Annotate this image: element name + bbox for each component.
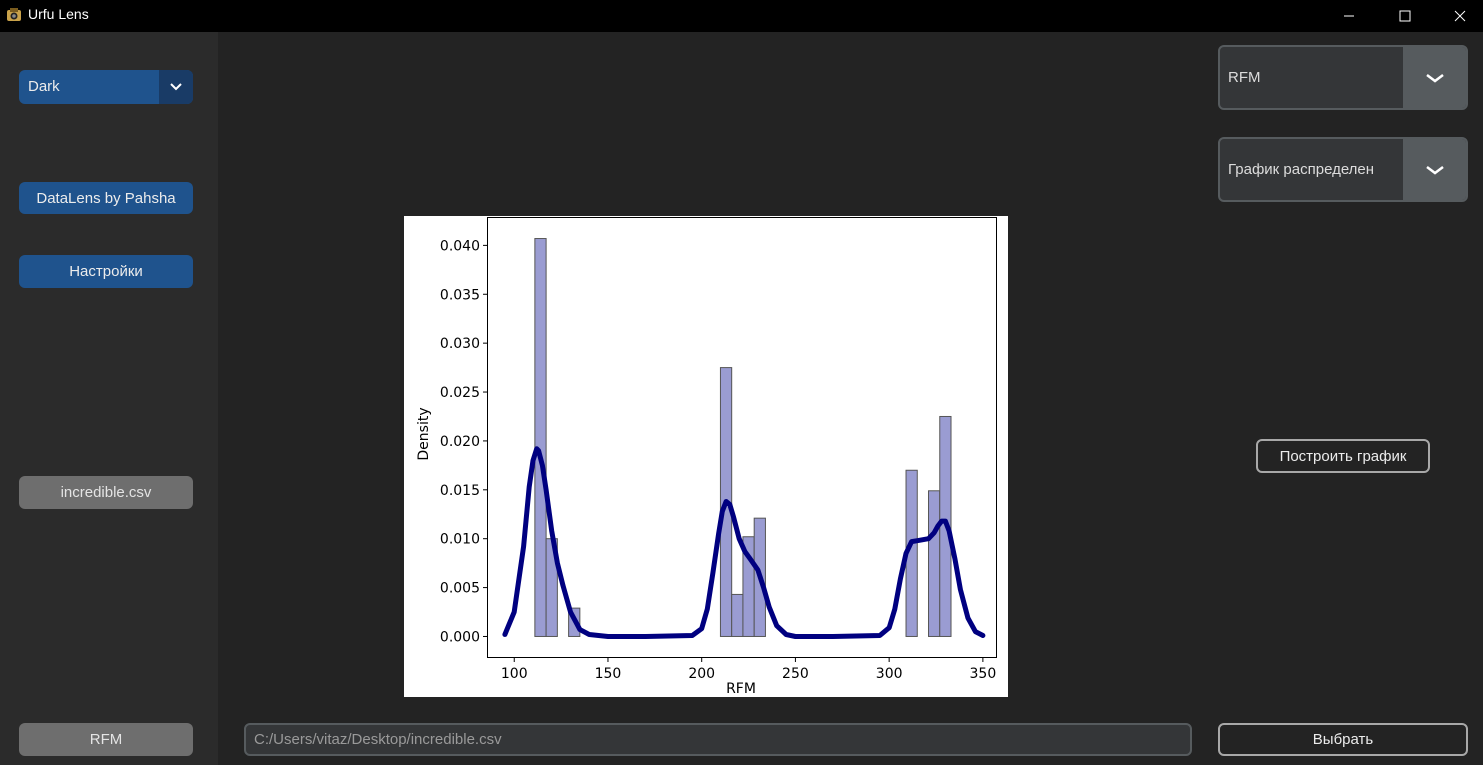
file-path-input[interactable] <box>246 725 1190 754</box>
chevron-down-icon <box>1425 165 1444 175</box>
maximize-button[interactable] <box>1382 0 1428 32</box>
chevron-down-icon <box>170 83 182 91</box>
x-tick-label: 300 <box>876 666 903 682</box>
kde-line <box>502 446 986 639</box>
distribution-chart: 100 150 200 250 300 350 0.000 0.005 0.010 0.015 0… <box>404 216 1008 697</box>
y-tick-label: 0.000 <box>440 629 480 645</box>
plot-type-value: График распределен <box>1228 161 1375 178</box>
chart-svg: 100 150 200 250 300 350 0.000 0.005 0.010 0.015 0… <box>416 217 997 697</box>
y-tick-label: 0.035 <box>440 287 480 303</box>
build-chart-button[interactable]: Построить график <box>1256 439 1430 473</box>
close-button[interactable] <box>1437 0 1483 32</box>
minimize-button[interactable] <box>1326 0 1372 32</box>
minimize-icon <box>1344 15 1354 17</box>
x-tick-label: 100 <box>501 666 528 682</box>
column-select-arrow[interactable] <box>1403 47 1466 108</box>
chevron-down-icon <box>1425 73 1444 83</box>
y-tick-label: 0.010 <box>440 532 480 548</box>
file-path-field[interactable] <box>244 723 1192 756</box>
y-tick-label: 0.020 <box>440 434 480 450</box>
datalens-button[interactable]: DataLens by Pahsha <box>19 182 193 214</box>
x-tick-label: 150 <box>595 666 622 682</box>
theme-dropdown-arrow[interactable] <box>159 70 193 104</box>
window-title: Urfu Lens <box>28 6 89 22</box>
y-tick-label: 0.030 <box>440 336 480 352</box>
title-bar: Urfu Lens <box>0 0 1483 32</box>
sidebar <box>0 32 218 765</box>
theme-option-menu[interactable]: Dark <box>19 70 193 104</box>
plot-type-select[interactable]: График распределен <box>1218 137 1468 202</box>
x-tick-label: 200 <box>688 666 715 682</box>
x-axis-label: RFM <box>726 681 756 697</box>
y-tick-label: 0.040 <box>440 238 480 254</box>
plot-type-arrow[interactable] <box>1403 139 1466 200</box>
histogram-bar-5 <box>731 593 744 637</box>
column-select-value: RFM <box>1228 69 1261 86</box>
y-tick-label: 0.015 <box>440 483 480 499</box>
y-tick-label: 0.025 <box>440 385 480 401</box>
theme-value: Dark <box>28 78 60 95</box>
histogram-bar-10 <box>928 490 941 637</box>
choose-file-button[interactable]: Выбрать <box>1218 723 1468 756</box>
maximize-icon <box>1399 10 1411 22</box>
x-tick-label: 350 <box>970 666 997 682</box>
y-axis-label: Density <box>416 407 432 460</box>
histogram-bar-0 <box>534 238 547 637</box>
settings-button[interactable]: Настройки <box>19 255 193 288</box>
column-button[interactable]: RFM <box>19 723 193 756</box>
column-select[interactable]: RFM <box>1218 45 1468 110</box>
x-tick-label: 250 <box>782 666 809 682</box>
y-tick-label: 0.005 <box>440 581 480 597</box>
app-icon <box>7 8 21 21</box>
close-icon <box>1454 10 1466 22</box>
file-button[interactable]: incredible.csv <box>19 476 193 509</box>
plot-frame <box>487 217 997 658</box>
